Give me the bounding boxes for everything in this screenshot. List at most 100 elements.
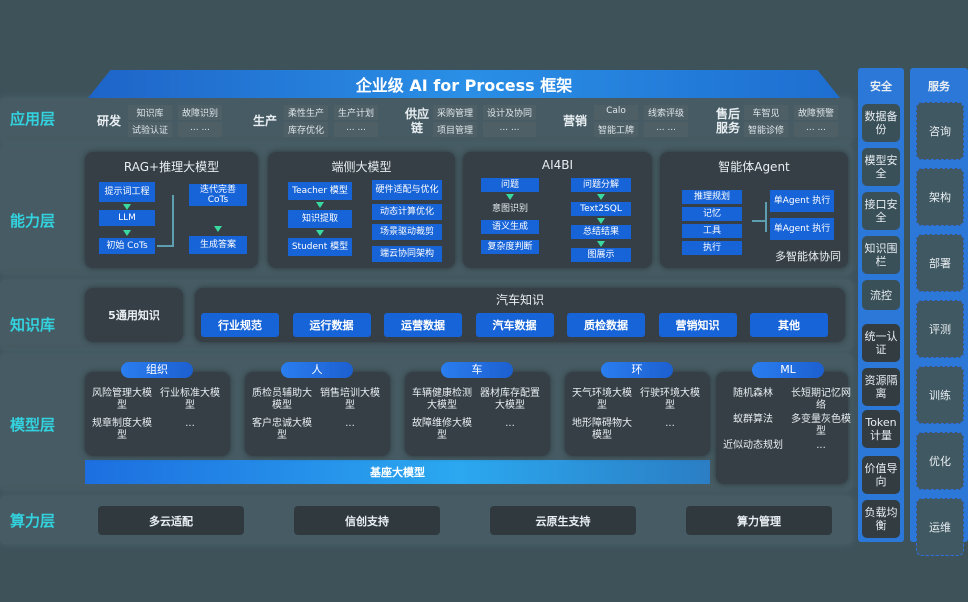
- model-item: 天气环境大模型: [572, 388, 632, 411]
- app-item: 项目管理: [433, 122, 478, 137]
- arrow-down-icon: [214, 226, 222, 232]
- security-title: 安全: [870, 80, 892, 93]
- arrow-down-icon: [123, 204, 131, 210]
- auto-knowledge-title: 汽车知识: [495, 293, 544, 307]
- app-items: 知识库 故障识别 试验认证 ... ...: [128, 105, 223, 137]
- security-column: 安全 数据备份 模型安全 接口安全 知识围栏 流控 统一认证 资源隔离 Token计量 价值导向…: [858, 68, 904, 542]
- model-panel: [716, 372, 848, 484]
- app-item: 智能诊修: [744, 122, 789, 137]
- app-group: 生产 柔性生产 生产计划 库存优化 ... ...: [250, 104, 379, 138]
- model-category: 组织: [121, 362, 193, 378]
- base-model-bar: 基座大模型: [85, 460, 710, 484]
- model-item: ...: [816, 440, 826, 451]
- agent-title: 智能体Agent: [718, 160, 790, 174]
- service-item: 训练: [916, 366, 964, 424]
- app-items: 柔性生产 生产计划 库存优化 ... ...: [284, 105, 379, 137]
- app-item: 库存优化: [284, 122, 329, 137]
- security-item: 接口安全: [862, 192, 900, 230]
- edge-item: 硬件适配与优化: [372, 180, 442, 200]
- model-item: ...: [185, 418, 195, 429]
- service-item: 部署: [916, 234, 964, 292]
- agent-item: 推理规划: [682, 190, 742, 204]
- model-item: 器材库存配置大模型: [480, 388, 540, 411]
- connector-line: [765, 202, 767, 232]
- app-item: Calo: [594, 105, 639, 120]
- app-item: 生产计划: [334, 105, 379, 120]
- model-item: 行驶环境大模型: [640, 388, 700, 411]
- security-item: 数据备份: [862, 104, 900, 142]
- knowledge-item[interactable]: 运行数据: [292, 313, 371, 337]
- model-item: 车辆健康检测大模型: [412, 388, 472, 411]
- edge-item: 场景驱动裁剪: [372, 224, 442, 240]
- services-title: 服务: [928, 80, 950, 93]
- model-item: 规章制度大模型: [92, 418, 152, 441]
- layer-label-model: 模型层: [10, 416, 56, 434]
- app-item: ... ...: [178, 122, 223, 137]
- knowledge-item[interactable]: 行业规范: [201, 313, 279, 337]
- ai4bi-item: 总结结果: [571, 225, 631, 239]
- app-group: 售后服务 车智见 故障预警 智能诊修 ... ...: [716, 104, 839, 138]
- service-item: 架构: [916, 168, 964, 226]
- compute-item: 算力管理: [686, 506, 832, 535]
- security-item: 知识围栏: [862, 236, 900, 274]
- service-item: 优化: [916, 432, 964, 490]
- model-item: 风险管理大模型: [92, 388, 152, 411]
- security-item: 价值导向: [862, 456, 900, 494]
- security-item: Token计量: [862, 410, 900, 448]
- knowledge-item[interactable]: 运营数据: [384, 313, 462, 337]
- layer-label-capability: 能力层: [10, 212, 56, 230]
- ai4bi-item: 意图识别: [491, 204, 528, 214]
- rag-panel: RAG+推理大模型 提示词工程 LLM 初始 CoTs 迭代完善 CoTs 生成…: [85, 152, 258, 268]
- app-group-name: 生产: [252, 114, 277, 128]
- model-item: 多变量灰色模型: [791, 414, 851, 437]
- app-items: 采购管理 设计及协同 项目管理 ... ...: [433, 105, 537, 137]
- app-item: 故障识别: [178, 105, 223, 120]
- arrow-down-icon: [597, 194, 605, 200]
- arrow-down-icon: [123, 230, 131, 236]
- arrow-down-icon: [506, 194, 514, 200]
- ai4bi-panel: AI4BI 问题 意图识别 语义生成 复杂度判断 问题分解 Text2SQL 总…: [463, 152, 652, 268]
- app-item: 线索评级: [644, 105, 689, 120]
- app-items: 车智见 故障预警 智能诊修 ... ...: [744, 105, 839, 137]
- app-item: 故障预警: [794, 105, 839, 120]
- edge-panel: 端侧大模型 Teacher 模型 知识提取 Student 模型 硬件适配与优化…: [268, 152, 455, 268]
- rag-item: LLM: [99, 210, 155, 226]
- model-item: 销售培训大模型: [320, 388, 380, 411]
- general-knowledge: 5通用知识: [85, 288, 183, 342]
- model-panel: [245, 372, 390, 456]
- rag-item: 提示词工程: [99, 182, 155, 202]
- app-item: ... ...: [483, 122, 537, 137]
- security-item: 模型安全: [862, 148, 900, 186]
- security-item: 流控: [862, 280, 900, 310]
- knowledge-item[interactable]: 汽车数据: [475, 313, 554, 337]
- service-item: 咨询: [916, 102, 964, 160]
- knowledge-item[interactable]: 营销知识: [658, 313, 737, 337]
- rag-item: 迭代完善 CoTs: [189, 184, 247, 206]
- arrow-down-icon: [316, 230, 324, 236]
- rag-title: RAG+推理大模型: [123, 160, 220, 174]
- compute-item: 云原生支持: [490, 506, 636, 535]
- model-item: ...: [505, 418, 515, 429]
- ai4bi-item: Text2SQL: [571, 202, 631, 216]
- app-item: 试验认证: [128, 122, 173, 137]
- knowledge-item[interactable]: 质检数据: [567, 313, 645, 337]
- model-item: 随机森林: [733, 388, 773, 399]
- model-item: 客户忠诚大模型: [252, 418, 312, 441]
- connector-line: [752, 220, 766, 222]
- knowledge-item[interactable]: 其他: [750, 313, 828, 337]
- model-category: 人: [281, 362, 353, 378]
- app-group: 供应链 采购管理 设计及协同 项目管理 ... ...: [405, 104, 537, 138]
- app-group-name: 售后服务: [716, 107, 741, 135]
- app-group: 研发 知识库 故障识别 试验认证 ... ...: [94, 104, 223, 138]
- model-item: 蚁群算法: [733, 414, 773, 425]
- model-item: 近似动态规划: [723, 440, 783, 451]
- edge-item: 动态计算优化: [372, 204, 442, 220]
- agent-panel: 智能体Agent 推理规划 记忆 工具 执行 单Agent 执行 单Agent …: [660, 152, 848, 268]
- arrow-down-icon: [316, 202, 324, 208]
- app-item: 柔性生产: [284, 105, 329, 120]
- rag-item: 初始 CoTs: [99, 238, 155, 254]
- app-item: 智能工牌: [594, 122, 639, 137]
- agent-item: 执行: [682, 241, 742, 255]
- app-items: Calo 线索评级 智能工牌 ... ...: [594, 105, 689, 137]
- model-item: 故障维修大模型: [412, 418, 472, 441]
